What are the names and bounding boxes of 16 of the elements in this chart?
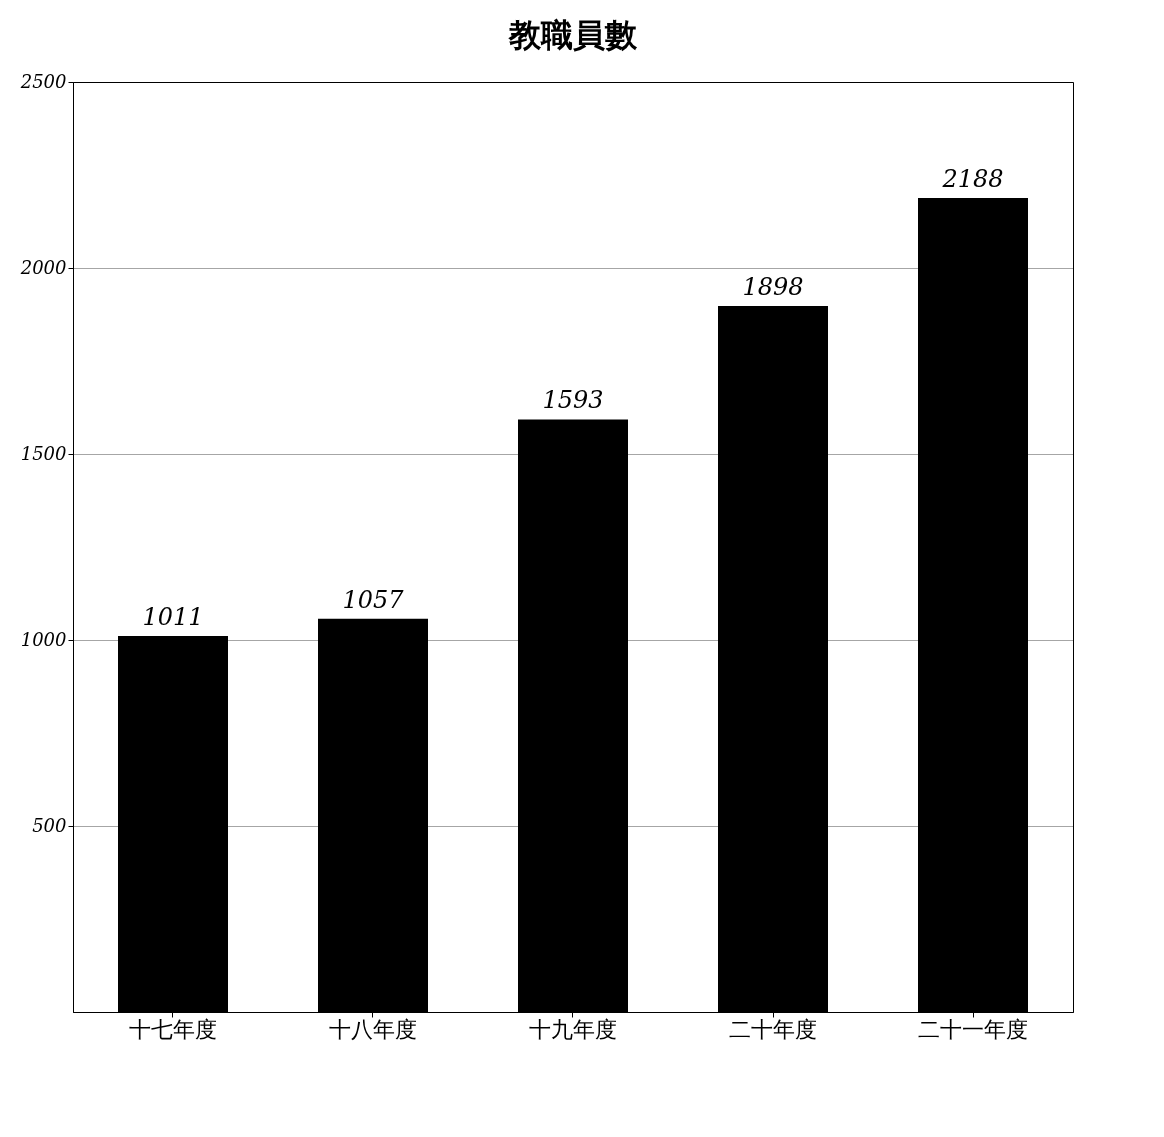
x-tick-label: 十七年度 bbox=[129, 1016, 217, 1042]
x-tick-label: 二十年度 bbox=[729, 1016, 817, 1042]
y-tick-label: 1000 bbox=[20, 628, 67, 650]
y-tick-label: 500 bbox=[32, 814, 67, 836]
chart-title: 教職員數 bbox=[508, 16, 638, 54]
x-tick-label: 十九年度 bbox=[529, 1016, 617, 1042]
data-label: 1011 bbox=[142, 602, 204, 631]
y-tick-label: 2000 bbox=[19, 256, 67, 278]
data-label: 1057 bbox=[342, 585, 405, 614]
data-label: 1898 bbox=[742, 272, 804, 301]
y-tick-label: 1500 bbox=[20, 442, 67, 464]
data-label: 1593 bbox=[542, 386, 604, 415]
x-tick-label: 十八年度 bbox=[329, 1016, 417, 1042]
y-tick-label: 2500 bbox=[19, 70, 67, 92]
x-tick-label: 二十一年度 bbox=[918, 1016, 1028, 1042]
data-label: 2188 bbox=[941, 165, 1004, 194]
